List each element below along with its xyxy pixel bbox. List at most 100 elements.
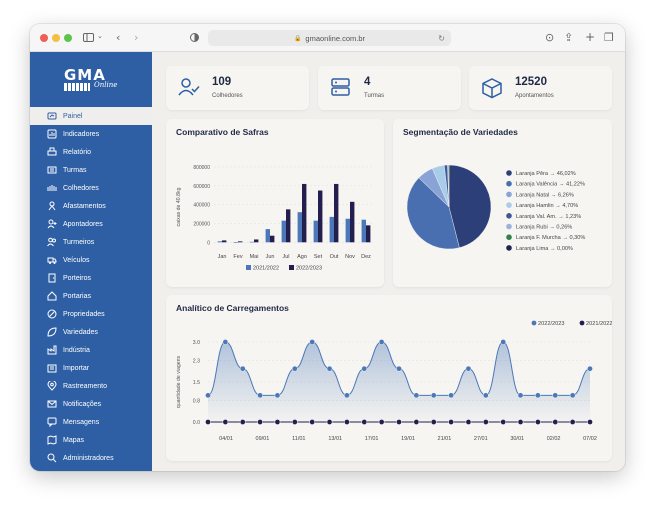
point-2021-2022-4 bbox=[274, 419, 281, 425]
sidebar-item-relatorio[interactable]: Relatório bbox=[30, 143, 152, 161]
legend-label: Laranja Natal → 6,26% bbox=[516, 192, 574, 198]
reload-icon[interactable]: ↻ bbox=[438, 33, 445, 43]
bar-2022-2023-jul bbox=[286, 209, 291, 243]
url-bar[interactable]: 🔒 gmaonline.com.br ↻ bbox=[208, 30, 451, 46]
y-tick-label: 600000 bbox=[193, 184, 210, 190]
bar-2021-2022-dez bbox=[361, 219, 366, 243]
tabs-overview-icon[interactable]: ❐ bbox=[604, 31, 614, 44]
sidebar-item-administradores[interactable]: Administradores bbox=[30, 449, 152, 467]
y-tick-label: 3.0 bbox=[193, 340, 200, 346]
sidebar-item-notificacoes[interactable]: Notificações bbox=[30, 395, 152, 413]
chart-title: Segmentação de Variedades bbox=[403, 127, 518, 137]
bar-2021-2022-jul bbox=[281, 220, 286, 243]
lock-icon: 🔒 bbox=[293, 35, 302, 42]
browser-window: ⌄ ‹ › 🔒 gmaonline.com.br ↻ ⊙ ⇪ + ❐ GMA O… bbox=[30, 24, 625, 471]
point-2021-2022-20 bbox=[552, 419, 559, 425]
point-2022-2023-10 bbox=[378, 339, 385, 345]
door-icon bbox=[48, 273, 56, 283]
sidebar-toggle-icon[interactable] bbox=[83, 33, 94, 42]
y-tick-label: 0.8 bbox=[193, 399, 200, 405]
forward-icon[interactable]: › bbox=[134, 31, 139, 44]
sidebar-item-label: Relatório bbox=[63, 148, 92, 156]
point-2022-2023-18 bbox=[517, 392, 524, 399]
stat-card-apontamentos: 12520 Apontamentos bbox=[469, 66, 612, 110]
chart-card-carregamentos: Analítico de Carregamentos 3.0 2.3 1.5 0.8 0… bbox=[166, 295, 612, 461]
sidebar-item-industria[interactable]: Indústria bbox=[30, 341, 152, 359]
sidebar-item-turmeiros[interactable]: Turmeiros bbox=[30, 233, 152, 251]
x-tick-label: 19/01 bbox=[401, 436, 415, 442]
sidebar-item-portarias[interactable]: Portarias bbox=[30, 287, 152, 305]
sidebar-item-label: Variedades bbox=[63, 328, 98, 336]
sidebar-item-turmas[interactable]: Turmas bbox=[30, 161, 152, 179]
chart-icon bbox=[47, 129, 57, 139]
bar-2022-2023-dez bbox=[366, 225, 371, 243]
sidebar-item-propriedades[interactable]: Propriedades bbox=[30, 305, 152, 323]
stat-label: Apontamentos bbox=[515, 93, 554, 99]
url-text: gmaonline.com.br bbox=[305, 33, 366, 43]
sidebar-item-label: Indicadores bbox=[63, 130, 100, 138]
sidebar-item-afastamentos[interactable]: Afastamentos bbox=[30, 197, 152, 215]
legend-label: Laranja Valência → 41,22% bbox=[516, 182, 585, 188]
legend-swatch bbox=[506, 191, 512, 198]
point-2022-2023-6 bbox=[309, 339, 316, 345]
sidebar-item-label: Afastamentos bbox=[63, 202, 106, 210]
sidebar-item-rastreamento[interactable]: Rastreamento bbox=[30, 377, 152, 395]
chart-card-safras: Comparativo de Safras 800000 600000 400000… bbox=[166, 119, 384, 287]
share-icon[interactable]: ⇪ bbox=[564, 31, 574, 44]
sidebar-item-importar[interactable]: Importar bbox=[30, 359, 152, 377]
sidebar-item-colhedores[interactable]: Colhedores bbox=[30, 179, 152, 197]
box-icon bbox=[482, 78, 502, 99]
point-2022-2023-2 bbox=[239, 365, 246, 372]
bar-2022-2023-mai bbox=[254, 239, 259, 243]
legend-swatch bbox=[506, 223, 512, 230]
legend-label: Laranja Val. Am. → 1,23% bbox=[516, 214, 581, 220]
legend-label: Laranja Rubi → 0,26% bbox=[516, 225, 572, 231]
x-tick-label: 04/01 bbox=[219, 436, 233, 442]
download-icon[interactable]: ⊙ bbox=[545, 31, 555, 44]
people-icon bbox=[47, 185, 57, 191]
chart-title: Analítico de Carregamentos bbox=[176, 303, 289, 313]
sidebar-item-mapas[interactable]: Mapas bbox=[30, 431, 152, 449]
legend-label: 2021/2022 bbox=[253, 266, 279, 272]
zoom-window-button[interactable] bbox=[64, 34, 72, 42]
pie-slice-1 bbox=[406, 177, 460, 250]
factory-icon bbox=[47, 345, 57, 355]
legend-swatch bbox=[579, 320, 585, 326]
x-tick-label: Fev bbox=[233, 254, 242, 260]
sidebar-item-mensagens[interactable]: Mensagens bbox=[30, 413, 152, 431]
x-tick-label: 09/01 bbox=[256, 436, 270, 442]
point-2022-2023-22 bbox=[587, 365, 593, 372]
bar-2022-2023-set bbox=[318, 190, 323, 243]
y-axis-label: quantidade de viagens bbox=[176, 355, 182, 408]
bar-2021-2022-out bbox=[329, 216, 334, 243]
sidebar-item-label: Mensagens bbox=[63, 418, 100, 426]
back-icon[interactable]: ‹ bbox=[116, 31, 121, 44]
minimize-window-button[interactable] bbox=[52, 34, 60, 42]
y-tick-label: 1.5 bbox=[193, 380, 200, 386]
legend-swatch bbox=[506, 170, 512, 176]
x-tick-label: 17/01 bbox=[365, 436, 379, 442]
sidebar-item-variedades[interactable]: Variedades bbox=[30, 323, 152, 341]
sidebar-item-label: Turmeiros bbox=[63, 238, 95, 246]
legend-swatch bbox=[506, 213, 512, 219]
y-axis-label: caixas de 40.8kg bbox=[176, 187, 182, 226]
map-icon bbox=[47, 435, 57, 445]
bar-2022-2023-jun bbox=[270, 235, 275, 243]
point-2021-2022-16 bbox=[482, 419, 489, 425]
point-2022-2023-12 bbox=[413, 392, 420, 399]
shield-icon[interactable] bbox=[190, 33, 199, 42]
point-2021-2022-10 bbox=[378, 419, 385, 425]
pie-chart: Laranja Pêra → 46,02% Laranja Valência → … bbox=[406, 164, 585, 252]
new-tab-icon[interactable]: + bbox=[585, 30, 596, 44]
bar-2021-2022-jun bbox=[265, 229, 270, 243]
sidebar-item-porteiros[interactable]: Porteiros bbox=[30, 269, 152, 287]
close-window-button[interactable] bbox=[40, 34, 48, 42]
x-tick-label: Jun bbox=[266, 254, 275, 260]
stat-card-colhedores: 109 Colhedores bbox=[166, 66, 309, 110]
sidebar-item-painel[interactable]: Painel bbox=[30, 107, 152, 125]
chevron-down-icon[interactable]: ⌄ bbox=[97, 32, 103, 40]
sidebar-item-label: Veículos bbox=[63, 256, 90, 264]
sidebar-item-apontadores[interactable]: Apontadores bbox=[30, 215, 152, 233]
sidebar-item-indicadores[interactable]: Indicadores bbox=[30, 125, 152, 143]
sidebar-item-veiculos[interactable]: Veículos bbox=[30, 251, 152, 269]
